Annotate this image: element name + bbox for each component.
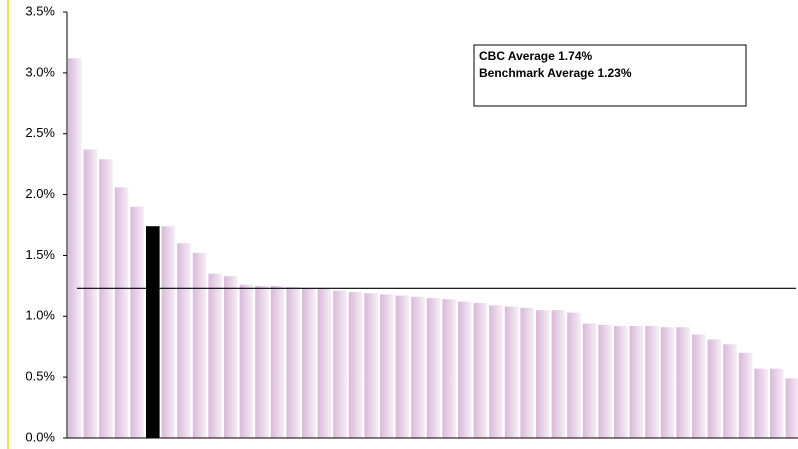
bar (707, 339, 722, 438)
bar (504, 306, 519, 438)
bar (364, 293, 378, 438)
bar (536, 310, 550, 438)
bar (255, 285, 269, 438)
bar (645, 326, 659, 438)
y-tick-label: 2.0% (25, 186, 55, 201)
bar (224, 276, 238, 438)
y-tick-label: 0.5% (25, 369, 55, 384)
bar (692, 334, 706, 438)
y-tick-label: 3.5% (25, 3, 55, 18)
annotation: Benchmark Average 1.23% (479, 66, 632, 80)
bar (598, 324, 612, 438)
bar (473, 302, 488, 438)
bar (395, 295, 410, 438)
y-tick-label: 3.0% (25, 64, 55, 79)
bar (489, 305, 503, 438)
bar (551, 310, 566, 438)
bar (317, 288, 332, 438)
bar (130, 206, 144, 438)
annotation-box (473, 44, 747, 107)
bar (239, 284, 254, 438)
bar (676, 327, 690, 438)
bar (567, 312, 581, 438)
bar (582, 323, 597, 438)
bar (161, 226, 176, 438)
bar (614, 326, 628, 438)
bar (380, 294, 394, 438)
bar (302, 288, 316, 438)
bar (411, 296, 425, 438)
y-tick-label: 1.0% (25, 308, 55, 323)
y-tick-label: 0.0% (25, 429, 55, 444)
bar (770, 368, 784, 438)
bar (146, 226, 160, 438)
bar (754, 368, 768, 438)
bar (426, 298, 441, 438)
y-tick-label: 1.5% (25, 247, 55, 262)
y-tick-label: 2.5% (25, 125, 55, 140)
bar (83, 149, 98, 438)
bar (270, 285, 285, 438)
annotation: CBC Average 1.74% (479, 49, 592, 63)
bar (785, 378, 798, 438)
bar (99, 159, 113, 438)
bar (520, 307, 534, 438)
bar (660, 327, 675, 438)
bar (333, 290, 347, 438)
bar (348, 291, 363, 438)
bar (114, 187, 129, 438)
bar (738, 352, 753, 438)
bar (208, 273, 222, 438)
bar (458, 301, 472, 438)
bar (192, 252, 207, 438)
bar (286, 287, 300, 438)
bar (442, 299, 456, 438)
bar (68, 58, 82, 438)
bar (629, 326, 644, 438)
bar (723, 344, 737, 438)
bar (177, 243, 191, 438)
